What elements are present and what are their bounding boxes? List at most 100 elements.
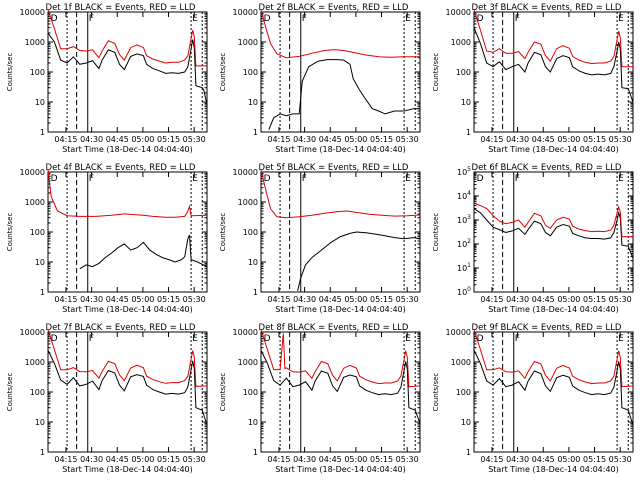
detector-panel: Det 7f BLACK = Events, RED = LLD 1 10 100 10…: [6, 323, 208, 474]
detector-panel: Det 8f BLACK = Events, RED = LLD 1 10 100 10…: [219, 323, 421, 474]
time-marker-letter: E: [405, 334, 411, 344]
plot-frame: [47, 171, 208, 293]
y-tick-label: 1000: [25, 38, 45, 47]
lld-series-line: [47, 9, 207, 67]
panel-title: Det 2f BLACK = Events, RED = LLD: [259, 3, 409, 13]
events-series-line: [473, 349, 634, 426]
y-tick-exponent: 1: [467, 262, 471, 269]
x-tick-label: 04:45: [319, 135, 342, 144]
y-tick-label: 1000: [25, 198, 45, 207]
y-tick-label: 1000: [238, 38, 258, 47]
plot-frame: [260, 331, 421, 453]
y-tick-label: 1: [40, 128, 45, 137]
x-tick-label: 04:15: [267, 295, 290, 304]
y-tick-label: 1: [253, 288, 258, 297]
x-tick-label: 05:00: [557, 295, 580, 304]
y-tick-label: 100: [30, 68, 45, 77]
time-marker-letter: F: [89, 14, 94, 24]
x-axis-label: Start Time (18-Dec-14 04:04:40): [488, 145, 619, 154]
y-tick-label: 100: [30, 228, 45, 237]
y-tick-label: 10: [248, 418, 258, 427]
time-marker-letter: E: [618, 174, 624, 184]
x-tick-label: 05:00: [131, 295, 154, 304]
time-marker-letter: D: [51, 334, 58, 344]
x-tick-label: 05:00: [131, 455, 154, 464]
x-tick-label: 04:45: [106, 295, 129, 304]
y-tick-label: 100: [30, 388, 45, 397]
x-tick-label: 05:15: [583, 455, 606, 464]
time-marker-letter: E: [405, 14, 411, 24]
lld-series-line: [260, 9, 420, 59]
y-tick-label: 100: [456, 388, 471, 397]
time-marker-letter: E: [618, 14, 624, 24]
time-marker-letter: E: [192, 14, 198, 24]
x-tick-label: 04:30: [506, 295, 529, 304]
y-tick-label: 1: [253, 448, 258, 457]
lld-series-line: [260, 169, 421, 219]
panel-title: Det 7f BLACK = Events, RED = LLD: [46, 323, 196, 333]
time-marker-letter: F: [302, 174, 307, 184]
x-tick-label: 04:45: [532, 455, 555, 464]
y-tick-label: 10000: [233, 328, 258, 337]
y-axis-label: Counts/sec: [219, 213, 227, 252]
x-tick-label: 04:30: [80, 135, 103, 144]
plot-frame: [473, 331, 634, 453]
x-tick-label: 05:30: [609, 135, 632, 144]
x-tick-label: 04:15: [480, 135, 503, 144]
y-tick-label: 1: [40, 448, 45, 457]
panel-title: Det 1f BLACK = Events, RED = LLD: [46, 3, 196, 13]
x-axis-label: Start Time (18-Dec-14 04:04:40): [488, 305, 619, 314]
y-tick-label: 10: [35, 258, 45, 267]
y-tick-label: 10000: [233, 8, 258, 17]
x-tick-label: 05:00: [344, 455, 367, 464]
y-tick-label: 100: [243, 68, 258, 77]
y-tick-label: 1: [40, 288, 45, 297]
y-tick-exponent: 0: [467, 286, 471, 293]
panel-title: Det 6f BLACK = Events, RED = LLD: [472, 163, 622, 173]
y-tick-exponent: 3: [467, 214, 471, 221]
time-marker-letter: F: [89, 334, 94, 344]
x-tick-label: 04:15: [54, 135, 77, 144]
events-series-line: [473, 208, 634, 259]
x-tick-label: 05:30: [396, 135, 419, 144]
time-marker-letter: D: [477, 334, 484, 344]
time-marker-letter: F: [302, 14, 307, 24]
panel-title: Det 3f BLACK = Events, RED = LLD: [472, 3, 622, 13]
x-tick-label: 04:45: [532, 295, 555, 304]
time-marker-letter: F: [89, 174, 94, 184]
y-axis-label: Counts/sec: [6, 213, 14, 252]
lld-series-line: [260, 329, 421, 388]
plot-frame: [260, 11, 421, 133]
y-tick-label: 10: [35, 98, 45, 107]
x-tick-label: 04:45: [319, 295, 342, 304]
lld-series-line: [473, 9, 633, 68]
x-tick-label: 05:00: [131, 135, 154, 144]
x-tick-label: 05:30: [609, 455, 632, 464]
x-tick-label: 04:15: [480, 295, 503, 304]
time-marker-letter: E: [618, 334, 624, 344]
time-marker-letter: D: [477, 14, 484, 24]
time-marker-letter: E: [192, 174, 198, 184]
lld-series-line: [47, 329, 208, 387]
panel-title: Det 9f BLACK = Events, RED = LLD: [472, 323, 622, 333]
x-tick-label: 04:30: [293, 455, 316, 464]
x-tick-label: 04:30: [293, 135, 316, 144]
y-tick-label: 10: [461, 418, 471, 427]
events-series-line: [47, 32, 208, 106]
y-axis-label: Counts/sec: [6, 53, 14, 92]
y-tick-label: 10000: [446, 328, 471, 337]
events-series-line: [47, 349, 208, 426]
y-tick-label: 10000: [20, 8, 45, 17]
y-tick-label: 100: [243, 228, 258, 237]
y-tick-label: 1000: [238, 198, 258, 207]
x-tick-label: 04:15: [54, 455, 77, 464]
lld-series-line: [473, 329, 634, 388]
events-series-line: [79, 234, 208, 270]
x-axis-label: Start Time (18-Dec-14 04:04:40): [275, 145, 406, 154]
y-tick-label: 1000: [451, 358, 471, 367]
x-tick-label: 04:30: [293, 295, 316, 304]
x-axis-label: Start Time (18-Dec-14 04:04:40): [62, 145, 193, 154]
x-tick-label: 04:15: [267, 135, 290, 144]
x-tick-label: 04:30: [506, 135, 529, 144]
detector-panel: Det 2f BLACK = Events, RED = LLD 1 10 100 10…: [219, 3, 421, 154]
